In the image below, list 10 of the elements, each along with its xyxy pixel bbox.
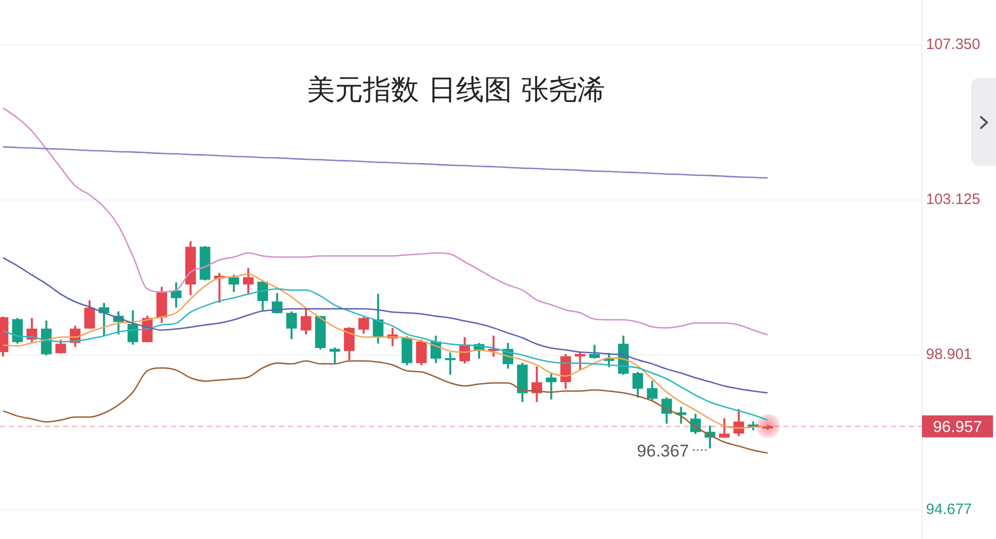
line-series xyxy=(2,107,768,336)
text: 美元指数 日线图 张尧浠 xyxy=(306,72,606,108)
y-tick-label: 107.350 xyxy=(926,36,980,53)
ref-line-label: 96.957 xyxy=(933,418,982,436)
annotation: 96.367 xyxy=(636,442,689,461)
y-tick-label: 94.677 xyxy=(926,501,972,518)
line-series xyxy=(2,146,768,179)
line-series xyxy=(2,257,768,394)
y-tick-label: 98.901 xyxy=(926,346,972,364)
y-tick-label: 103.125 xyxy=(926,191,980,208)
